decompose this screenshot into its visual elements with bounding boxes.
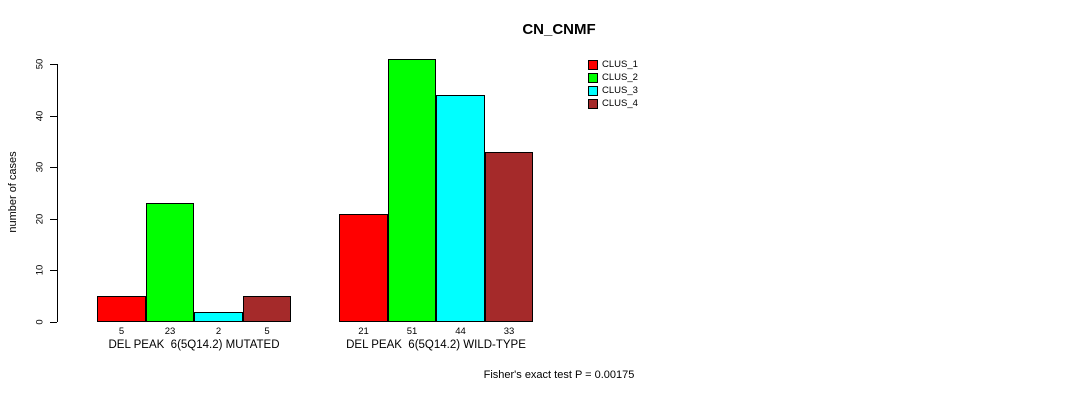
legend-label: CLUS_3 (602, 85, 638, 96)
y-tick-mark (50, 270, 57, 271)
legend: CLUS_1 CLUS_2 CLUS_3 CLUS_4 (588, 58, 638, 110)
bar-clus_2-group2 (388, 59, 436, 322)
y-tick-label: 40 (34, 110, 46, 122)
category-label: DEL PEAK 6(5Q14.2) WILD-TYPE (346, 339, 526, 351)
legend-swatch-clus_2 (588, 72, 598, 83)
legend-item: CLUS_3 (588, 84, 638, 97)
bar-clus_3-group2 (436, 95, 485, 322)
bar-value-label: 51 (406, 326, 418, 337)
category-label: DEL PEAK 6(5Q14.2) MUTATED (108, 339, 280, 351)
y-tick-label: 0 (34, 319, 46, 325)
bar-value-label: 5 (264, 326, 270, 337)
legend-swatch-clus_3 (588, 85, 598, 96)
bar-value-label: 5 (118, 326, 125, 337)
bar-value-label: 23 (164, 326, 176, 337)
y-tick-mark (50, 116, 57, 117)
y-tick-mark (50, 219, 57, 220)
y-axis-label: number of cases (7, 151, 19, 233)
bar-clus_4-group1 (243, 296, 291, 322)
y-tick-mark (50, 64, 57, 65)
y-tick-mark (50, 322, 57, 323)
y-tick-label: 20 (34, 213, 46, 225)
y-tick-label: 30 (34, 161, 46, 173)
legend-label: CLUS_2 (602, 72, 638, 83)
bar-value-label: 33 (503, 326, 515, 337)
chart-title: CN_CNMF (522, 21, 596, 38)
y-tick-label: 10 (34, 264, 46, 276)
bar-value-label: 2 (215, 326, 222, 337)
bar-value-label: 21 (358, 326, 369, 337)
bar-clus_1-group1 (97, 296, 146, 322)
y-axis-line (57, 64, 58, 322)
legend-label: CLUS_4 (602, 98, 638, 109)
y-tick-mark (50, 167, 57, 168)
legend-swatch-clus_1 (588, 59, 598, 70)
legend-item: CLUS_1 (588, 58, 638, 71)
bar-value-label: 44 (455, 326, 466, 337)
bar-clus_1-group2 (339, 214, 388, 322)
legend-label: CLUS_1 (602, 59, 638, 70)
legend-item: CLUS_2 (588, 71, 638, 84)
y-tick-label: 50 (34, 58, 46, 70)
legend-swatch-clus_4 (588, 98, 598, 109)
bar-clus_3-group1 (194, 312, 243, 322)
bar-clus_4-group2 (485, 152, 533, 322)
bar-clus_2-group1 (146, 203, 194, 322)
fisher-test-annotation: Fisher's exact test P = 0.00175 (483, 369, 635, 381)
legend-item: CLUS_4 (588, 97, 638, 110)
